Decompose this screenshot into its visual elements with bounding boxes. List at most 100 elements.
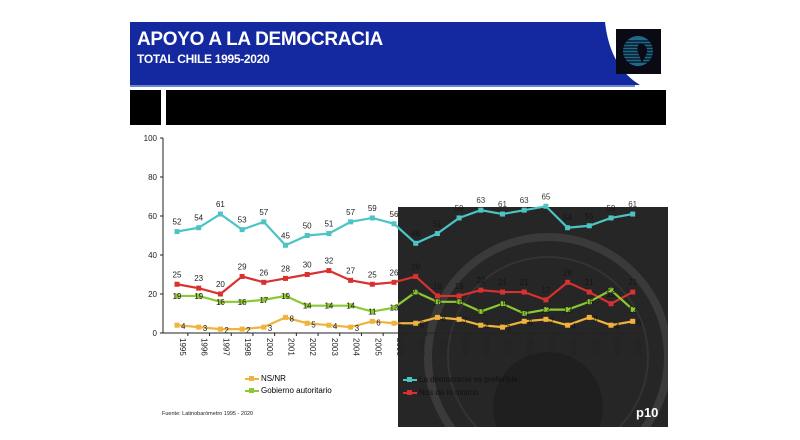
data-point: [369, 215, 375, 221]
data-point: [304, 233, 310, 238]
data-label: 59: [368, 204, 377, 213]
x-tick-label: 2007: [417, 338, 426, 356]
legend-item-democracia-preferible: La democracia es preferible: [403, 375, 518, 384]
data-label: 15: [498, 300, 507, 309]
x-tick-label: 1998: [243, 338, 252, 356]
data-label: 6: [376, 318, 381, 327]
data-label: 14: [346, 302, 355, 311]
data-point: [369, 309, 375, 315]
data-label: 5: [420, 320, 425, 329]
y-tick-label: 20: [148, 290, 157, 299]
data-label: 51: [433, 220, 442, 229]
data-point: [586, 314, 592, 320]
data-point: [500, 289, 505, 295]
data-label: 15: [607, 290, 616, 299]
data-point: [261, 297, 267, 303]
data-label: 61: [498, 200, 507, 209]
data-label: 55: [585, 212, 594, 221]
data-label: 6: [637, 318, 642, 327]
data-label: 4: [615, 322, 620, 331]
data-label: 7: [463, 316, 468, 325]
data-point: [521, 318, 527, 324]
data-point: [630, 307, 636, 313]
data-point: [391, 320, 397, 326]
data-point: [413, 273, 419, 279]
data-point: [543, 297, 549, 303]
data-label: 28: [281, 264, 290, 273]
data-point: [239, 273, 245, 279]
data-label: 6: [528, 318, 533, 327]
data-label: 21: [498, 278, 507, 287]
data-point: [543, 307, 549, 313]
data-point: [500, 324, 505, 330]
data-point: [261, 219, 267, 225]
data-point: [304, 272, 310, 277]
x-tick-label: 2001: [287, 338, 296, 356]
x-tick-label: 2000: [265, 338, 274, 356]
black-box-large: [166, 90, 666, 125]
data-label: 3: [355, 324, 360, 333]
y-tick-label: 80: [148, 173, 157, 182]
data-point: [217, 326, 223, 332]
y-tick-label: 100: [144, 134, 158, 143]
data-point: [565, 322, 571, 328]
y-tick-label: 40: [148, 251, 157, 260]
x-tick-label: 2010: [482, 338, 491, 356]
data-label: 65: [541, 192, 550, 201]
data-point: [283, 242, 288, 248]
data-point: [456, 316, 462, 322]
data-point: [348, 303, 354, 309]
data-point: [304, 320, 310, 326]
data-label: 8: [441, 314, 446, 323]
data-label: 14: [324, 302, 333, 311]
x-tick-label: 1996: [200, 338, 209, 356]
data-label: 17: [541, 286, 550, 295]
header-band: [130, 22, 605, 85]
legend-swatch: [245, 375, 259, 381]
y-tick-label: 60: [148, 212, 157, 221]
data-label: 30: [303, 261, 312, 270]
legend-label: Nos da lo mismo: [419, 388, 479, 397]
x-tick-label: 2018: [612, 338, 621, 356]
data-point: [608, 301, 614, 307]
data-label: 63: [520, 196, 529, 205]
data-label: 14: [303, 302, 312, 311]
data-point: [348, 324, 354, 330]
data-label: 19: [433, 282, 442, 291]
x-tick-label: 2002: [308, 338, 317, 356]
data-label: 8: [593, 314, 598, 323]
data-label: 22: [607, 286, 616, 295]
data-label: 4: [572, 322, 577, 331]
data-point: [456, 299, 462, 305]
data-point: [413, 240, 419, 246]
page-number-label: p10: [636, 405, 659, 420]
data-label: 16: [455, 298, 464, 307]
x-tick-label: 2003: [330, 338, 339, 356]
data-label: 4: [181, 322, 186, 331]
data-point: [348, 219, 354, 225]
data-label: 26: [563, 268, 572, 277]
data-label: 25: [368, 270, 377, 279]
data-point: [434, 314, 440, 320]
data-label: 61: [216, 200, 225, 209]
x-tick-label: 2006: [395, 338, 404, 356]
header-underline: [130, 85, 635, 87]
data-label: 21: [411, 288, 420, 297]
data-label: 16: [216, 298, 225, 307]
data-point: [196, 293, 202, 299]
data-label: 57: [346, 208, 355, 217]
data-label: 11: [368, 308, 377, 317]
data-label: 46: [411, 229, 420, 238]
data-point: [174, 293, 180, 299]
x-tick-label: 2008: [438, 338, 447, 356]
data-label: 2: [224, 326, 229, 335]
data-point: [434, 231, 440, 237]
data-label: 54: [194, 214, 203, 223]
data-label: 17: [259, 296, 268, 305]
series-line: [176, 316, 633, 331]
data-label: 50: [303, 222, 312, 231]
data-point: [543, 203, 549, 209]
data-point: [239, 326, 245, 332]
data-point: [261, 324, 267, 330]
